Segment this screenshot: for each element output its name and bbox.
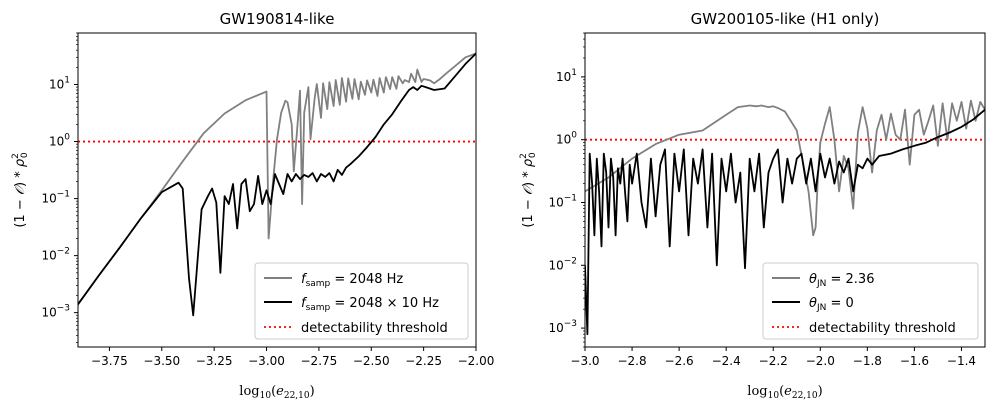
legend-right: θJN = 2.36 θJN = 0 detectability thresho…	[762, 262, 979, 340]
x-tick-label: −3.75	[91, 354, 128, 368]
x-tick-label: −2.2	[759, 354, 788, 368]
x-tick-label: −2.4	[712, 354, 741, 368]
y-ticks-right: 10−3 10−2 10−1 100 101	[548, 32, 585, 348]
plot-frame-right	[584, 32, 986, 348]
y-tick-label: 10−2	[548, 256, 577, 272]
y-axis-label-right: (1 − 𝒪) * ρ20	[519, 152, 538, 228]
plot-frame-left	[77, 32, 477, 348]
x-ticks-right: −3.0 −2.8 −2.6 −2.4 −2.2 −2.0 −1.8 −1.6 −1.4	[570, 347, 976, 368]
x-tick-label: −2.00	[458, 354, 495, 368]
x-axis-label-left: log10(e22,10)	[239, 384, 314, 401]
chart-title-left: GW190814-like	[220, 10, 335, 28]
series-group-right	[585, 99, 985, 336]
legend-frame	[254, 262, 469, 340]
legend-label: θJN = 0	[809, 296, 854, 313]
y-tick-label: 10−3	[548, 319, 577, 335]
y-axis-label-left: (1 − 𝒪) * ρ20	[11, 152, 30, 228]
x-tick-label: −1.6	[900, 354, 929, 368]
x-tick-label: −1.8	[853, 354, 882, 368]
x-tick-label: −3.00	[248, 354, 285, 368]
y-tick-label: 100	[556, 131, 577, 147]
x-tick-label: −2.25	[405, 354, 442, 368]
y-tick-label: 10−3	[41, 304, 70, 320]
series-group-left	[78, 52, 476, 317]
legend-label: fsamp = 2048 × 10 Hz	[301, 296, 439, 313]
x-tick-label: −3.50	[143, 354, 180, 368]
legend-frame	[762, 262, 979, 340]
x-tick-label: −2.75	[301, 354, 338, 368]
x-ticks-left: −3.75 −3.50 −3.25 −3.00 −2.75 −2.50 −2.25 −2.00	[91, 347, 494, 368]
series-line	[585, 99, 985, 237]
x-axis-label-right: log10(e22,10)	[747, 384, 822, 401]
legend-label: θJN = 2.36	[809, 272, 874, 289]
legend-label: detectability threshold	[809, 321, 956, 336]
y-tick-label: 100	[49, 133, 70, 149]
y-tick-label: 10−2	[41, 247, 70, 263]
series-line	[78, 52, 476, 317]
legend-label: fsamp = 2048 Hz	[301, 272, 403, 289]
chart-right: GW200105-like (H1 only) −3.0 −2.8 −2.6 −2.4…	[519, 10, 986, 401]
x-tick-label: −2.6	[665, 354, 694, 368]
chart-title-right: GW200105-like (H1 only)	[691, 10, 880, 28]
chart-left: GW190814-like −3.75 −3.50 −3.25 −3.00 −2.75−…	[11, 10, 494, 401]
x-tick-label: −2.8	[617, 354, 646, 368]
y-tick-label: 101	[49, 76, 70, 92]
x-tick-label: −3.25	[196, 354, 233, 368]
x-tick-label: −3.0	[570, 354, 599, 368]
x-tick-label: −2.0	[806, 354, 835, 368]
x-tick-label: −1.4	[947, 354, 976, 368]
y-tick-label: 101	[556, 68, 577, 84]
legend-left: fsamp = 2048 Hz fsamp = 2048 × 10 Hz det…	[254, 262, 469, 340]
y-tick-label: 10−1	[41, 190, 70, 206]
y-tick-label: 10−1	[548, 193, 577, 209]
y-ticks-left: 10−3 10−2 10−1 100 101	[41, 32, 78, 343]
x-tick-label: −2.50	[353, 354, 390, 368]
legend-label: detectability threshold	[301, 321, 448, 336]
series-line	[585, 109, 985, 336]
